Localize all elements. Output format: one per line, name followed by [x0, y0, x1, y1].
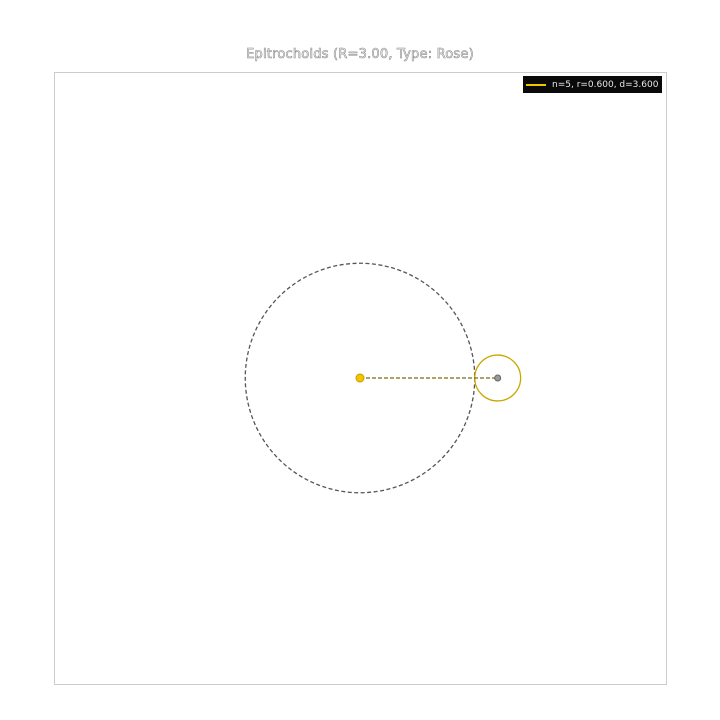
axes-frame: [54, 72, 667, 685]
center-point: [355, 373, 365, 383]
legend-label: n=5, r=0.600, d=3.600: [552, 79, 659, 90]
pen-point: [494, 374, 502, 382]
diagram-layer: [244, 262, 522, 494]
plot-title: Epitrochoids (R=3.00, Type: Rose): [246, 47, 474, 63]
legend-line-swatch: [526, 83, 546, 86]
legend: n=5, r=0.600, d=3.600: [523, 76, 662, 93]
